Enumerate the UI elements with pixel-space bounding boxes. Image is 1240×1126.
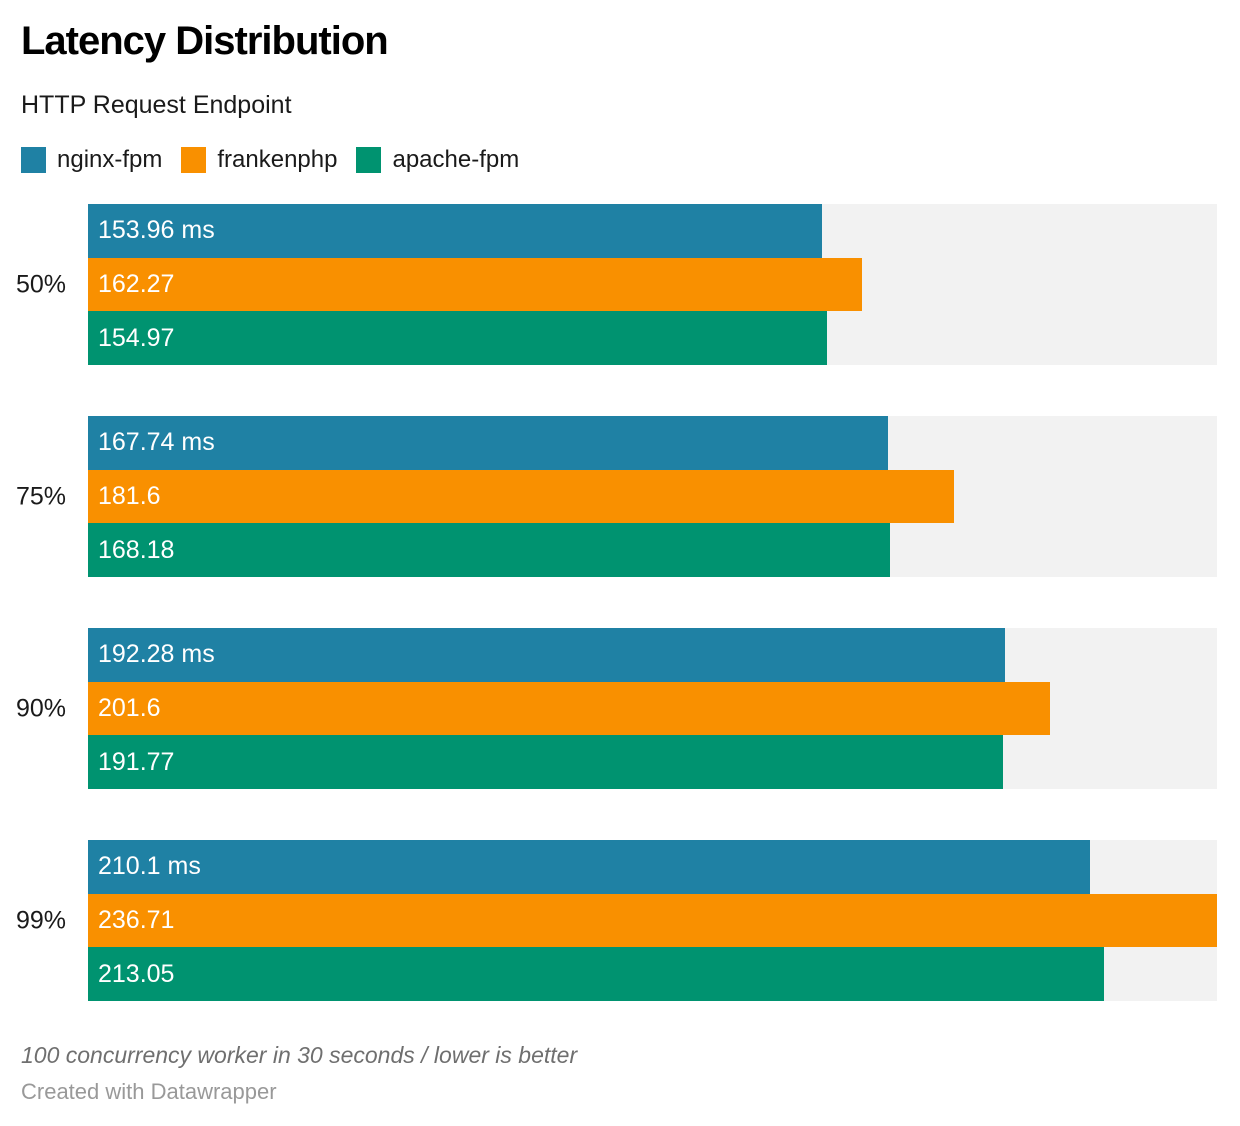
- legend: nginx-fpm frankenphp apache-fpm: [21, 146, 519, 174]
- chart: 50% 153.96 ms 162.27 154.97 75% 167.74 ms 181.…: [16, 204, 1217, 1002]
- bar-value-label: 168.18: [98, 535, 175, 564]
- bar-apache-fpm: 191.77: [88, 735, 1003, 790]
- legend-swatch-icon: [181, 147, 207, 173]
- legend-swatch-icon: [356, 147, 382, 173]
- bar-value-label: 162.27: [98, 270, 175, 298]
- bar-nginx-fpm: 153.96 ms: [88, 204, 823, 258]
- bar-value-label: 154.97: [98, 323, 175, 352]
- bar-group-90%: 90% 192.28 ms 201.6 191.77: [16, 628, 1217, 790]
- chart-note: 100 concurrency worker in 30 seconds / l…: [21, 1042, 578, 1068]
- legend-label: frankenphp: [217, 146, 338, 173]
- legend-label: nginx-fpm: [57, 146, 163, 173]
- page-title: Latency Distribution: [21, 19, 389, 63]
- bar-nginx-fpm: 210.1 ms: [88, 840, 1091, 894]
- bar-frankenphp: 181.6: [88, 469, 955, 524]
- bar-group-75%: 75% 167.74 ms 181.6 168.18: [16, 416, 1217, 578]
- bar-value-label: 236.71: [98, 906, 175, 934]
- bar-nginx-fpm: 167.74 ms: [88, 416, 889, 470]
- bar-frankenphp: 201.6: [88, 681, 1050, 736]
- bar-apache-fpm: 213.05: [88, 947, 1105, 1002]
- datawrapper-credit-link[interactable]: Created with Datawrapper: [21, 1079, 277, 1104]
- bar-apache-fpm: 154.97: [88, 311, 828, 366]
- legend-item-nginx-fpm: nginx-fpm: [21, 146, 162, 174]
- bar-value-label: 153.96 ms: [98, 216, 215, 245]
- legend-swatch-icon: [21, 147, 46, 173]
- category-label: 90%: [15, 694, 66, 722]
- category-label: 50%: [15, 270, 66, 298]
- bar-group-99%: 99% 210.1 ms 236.71 213.05: [16, 840, 1217, 1002]
- chart-subtitle: HTTP Request Endpoint: [21, 91, 292, 119]
- legend-item-apache-fpm: apache-fpm: [356, 146, 519, 174]
- bar-value-label: 213.05: [98, 959, 175, 988]
- bar-value-label: 201.6: [98, 694, 161, 722]
- bar-value-label: 167.74 ms: [98, 428, 215, 457]
- bar-apache-fpm: 168.18: [88, 523, 891, 578]
- bar-value-label: 191.77: [98, 747, 175, 776]
- bar-value-label: 192.28 ms: [98, 640, 215, 669]
- bar-group-50%: 50% 153.96 ms 162.27 154.97: [16, 204, 1217, 366]
- legend-item-frankenphp: frankenphp: [181, 146, 337, 174]
- category-label: 75%: [15, 482, 66, 510]
- bar-nginx-fpm: 192.28 ms: [88, 628, 1006, 682]
- bar-frankenphp: 236.71: [88, 893, 1217, 948]
- bar-value-label: 181.6: [98, 482, 161, 510]
- bar-value-label: 210.1 ms: [98, 852, 201, 881]
- category-label: 99%: [15, 906, 66, 934]
- legend-label: apache-fpm: [392, 146, 520, 173]
- bar-frankenphp: 162.27: [88, 257, 862, 312]
